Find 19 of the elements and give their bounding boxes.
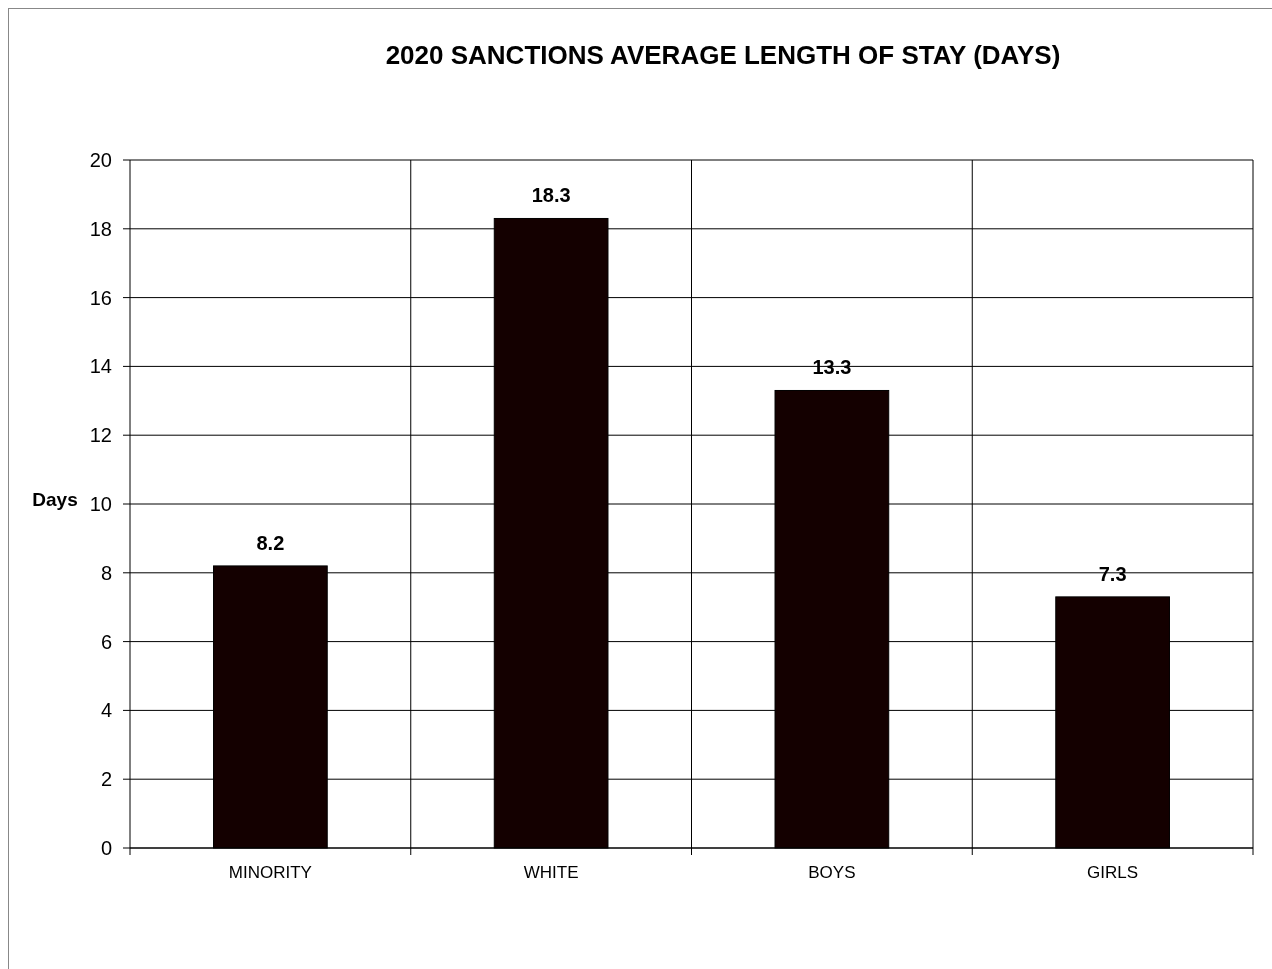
y-tick-label: 10 xyxy=(89,493,112,515)
y-tick-label: 14 xyxy=(89,355,112,378)
x-tick-label: GIRLS xyxy=(1087,863,1139,882)
data-label: 18.3 xyxy=(531,184,571,207)
y-tick-label: 4 xyxy=(100,699,112,722)
y-tick-label: 8 xyxy=(100,561,112,584)
x-tick-label: MINORITY xyxy=(228,863,312,882)
y-tick-label: 18 xyxy=(89,217,112,240)
y-tick-label: 20 xyxy=(89,149,112,171)
y-tick-label: 12 xyxy=(89,424,112,447)
y-tick-label: 2 xyxy=(100,768,112,791)
y-axis-title: Days xyxy=(32,489,78,510)
y-tick-label: 0 xyxy=(100,837,112,859)
y-tick-label: 6 xyxy=(100,630,112,653)
chart-title: 2020 SANCTIONS AVERAGE LENGTH OF STAY (DAYS) xyxy=(385,40,1061,70)
x-tick-label: BOYS xyxy=(808,863,856,882)
y-tick-label: 16 xyxy=(89,286,112,309)
data-label: 8.2 xyxy=(256,531,285,554)
x-tick-label: WHITE xyxy=(523,863,579,882)
